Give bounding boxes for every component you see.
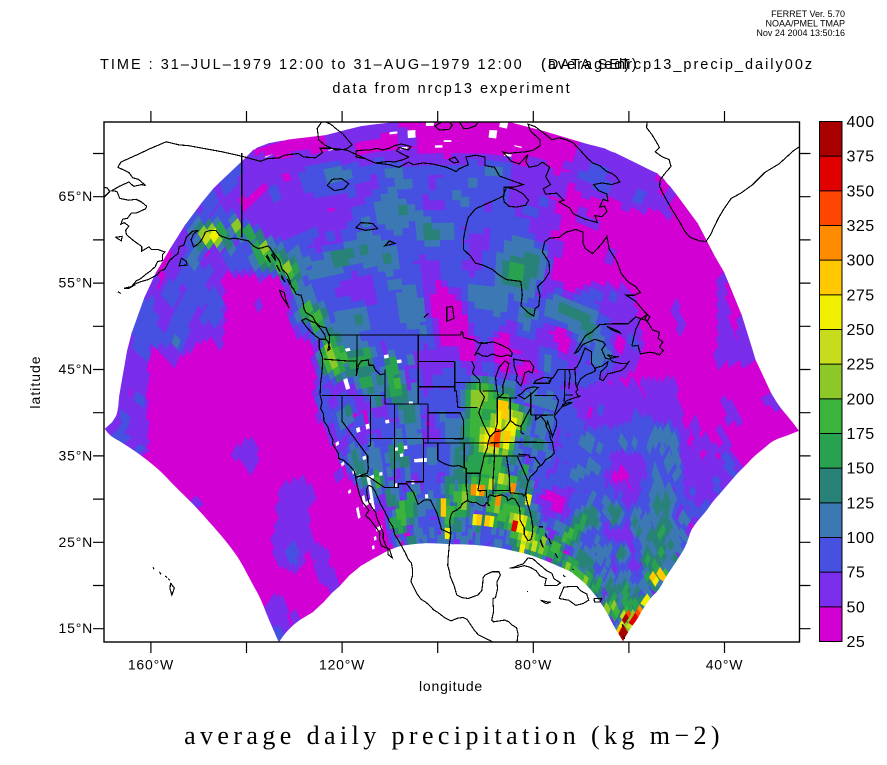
svg-text:250: 250 bbox=[847, 322, 875, 339]
svg-text:100: 100 bbox=[847, 530, 875, 547]
svg-text:TIME : 31–JUL–1979 12:00 to 31: TIME : 31–JUL–1979 12:00 to 31–AUG–1979 … bbox=[100, 57, 524, 73]
svg-text:160°W: 160°W bbox=[128, 657, 174, 673]
svg-text:50: 50 bbox=[847, 599, 866, 616]
svg-text:data from nrcp13 experiment: data from nrcp13 experiment bbox=[332, 81, 571, 97]
svg-text:55°N: 55°N bbox=[59, 275, 93, 291]
svg-text:25°N: 25°N bbox=[59, 534, 93, 550]
svg-text:225: 225 bbox=[847, 357, 875, 374]
svg-text:Nov 24 2004 13:50:16: Nov 24 2004 13:50:16 bbox=[756, 28, 845, 38]
svg-text:175: 175 bbox=[847, 426, 875, 443]
svg-text:300: 300 bbox=[847, 253, 875, 270]
svg-text:125: 125 bbox=[847, 495, 875, 512]
svg-text:375: 375 bbox=[847, 149, 875, 166]
svg-text:40°W: 40°W bbox=[706, 657, 744, 673]
svg-text:(DATA SET): (DATA SET) bbox=[541, 57, 639, 73]
svg-text:15°N: 15°N bbox=[59, 620, 93, 636]
svg-text:NOAA/PMEL TMAP: NOAA/PMEL TMAP bbox=[765, 19, 845, 29]
svg-text:120°W: 120°W bbox=[319, 657, 365, 673]
svg-text:average daily precipitation (k: average daily precipitation (kg m−2) bbox=[184, 721, 724, 750]
svg-text:nrcp13_precip_daily00z: nrcp13_precip_daily00z bbox=[617, 57, 814, 73]
svg-text:150: 150 bbox=[847, 461, 875, 478]
svg-text:FERRET Ver. 5.70: FERRET Ver. 5.70 bbox=[771, 9, 845, 19]
svg-text:350: 350 bbox=[847, 183, 875, 200]
svg-text:80°W: 80°W bbox=[515, 657, 553, 673]
svg-text:35°N: 35°N bbox=[59, 447, 93, 463]
svg-text:325: 325 bbox=[847, 218, 875, 235]
svg-text:275: 275 bbox=[847, 287, 875, 304]
svg-text:(averaged): (averaged) bbox=[541, 57, 631, 73]
svg-text:65°N: 65°N bbox=[59, 188, 93, 204]
svg-text:longitude: longitude bbox=[419, 678, 483, 694]
svg-text:75: 75 bbox=[847, 565, 866, 582]
svg-text:latitude: latitude bbox=[27, 355, 43, 408]
svg-text:200: 200 bbox=[847, 391, 875, 408]
svg-text:25: 25 bbox=[847, 634, 866, 651]
svg-text:45°N: 45°N bbox=[59, 361, 93, 377]
svg-text:400: 400 bbox=[847, 114, 875, 131]
